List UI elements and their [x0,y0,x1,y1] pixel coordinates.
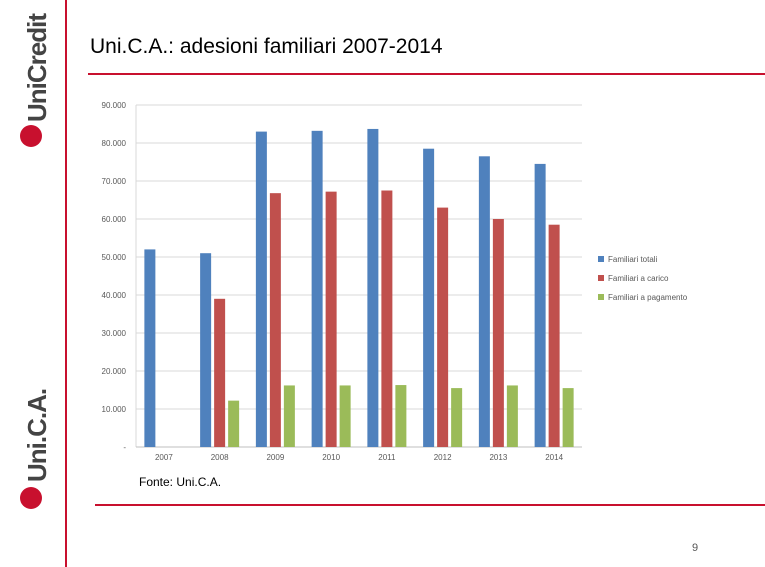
x-tick-label: 2011 [378,453,396,462]
y-tick-label: 60.000 [102,215,127,224]
x-tick-label: 2007 [155,453,173,462]
bar [325,191,337,447]
bar [255,131,267,447]
bar [144,249,156,447]
legend-label: Familiari a pagamento [608,293,688,302]
title-divider [88,73,765,75]
y-tick-label: - [123,443,126,452]
x-tick-label: 2009 [266,453,284,462]
unicredit-logo: UniCredit [22,14,52,122]
x-tick-label: 2012 [434,453,452,462]
bar [395,385,407,447]
bar [228,400,240,447]
y-tick-label: 80.000 [102,139,127,148]
y-tick-label: 50.000 [102,253,127,262]
x-tick-label: 2013 [489,453,507,462]
y-tick-label: 70.000 [102,177,127,186]
legend-label: Familiari a carico [608,274,669,283]
bar [339,385,351,447]
x-tick-label: 2010 [322,453,340,462]
bar-chart: - 10.000 20.000 30.000 40.000 50.000 60.000 70.… [102,101,688,462]
bar [534,163,546,447]
bar [423,148,435,447]
y-tick-label: 30.000 [102,329,127,338]
legend-swatch [598,275,604,281]
bar [200,253,212,447]
bar [269,193,281,447]
bar [451,388,463,447]
x-tick-label: 2014 [545,453,563,462]
bar [562,388,574,447]
y-tick-label: 40.000 [102,291,127,300]
unicredit-logo-icon [20,125,42,147]
bar [381,190,393,447]
bar [478,156,490,448]
slide-title: Uni.C.A.: adesioni familiari 2007-2014 [90,35,443,58]
unica-logo-icon [20,487,42,509]
unica-logo: Uni.C.A. [22,388,52,482]
bar [548,224,560,447]
bar [492,219,504,447]
legend-swatch [598,256,604,262]
source-note: Fonte: Uni.C.A. [139,475,222,489]
legend-swatch [598,294,604,300]
bar [311,130,323,447]
footer-divider [95,504,765,506]
y-tick-label: 20.000 [102,367,127,376]
bar [437,207,449,447]
sidebar-accent-rule [65,0,67,567]
x-tick-label: 2008 [211,453,229,462]
bar [214,298,226,447]
bar [367,128,379,447]
y-tick-label: 10.000 [102,405,127,414]
page-number: 9 [692,542,699,554]
bar [506,385,518,447]
bar [283,385,295,447]
y-tick-label: 90.000 [102,101,127,110]
legend-label: Familiari totali [608,255,658,264]
